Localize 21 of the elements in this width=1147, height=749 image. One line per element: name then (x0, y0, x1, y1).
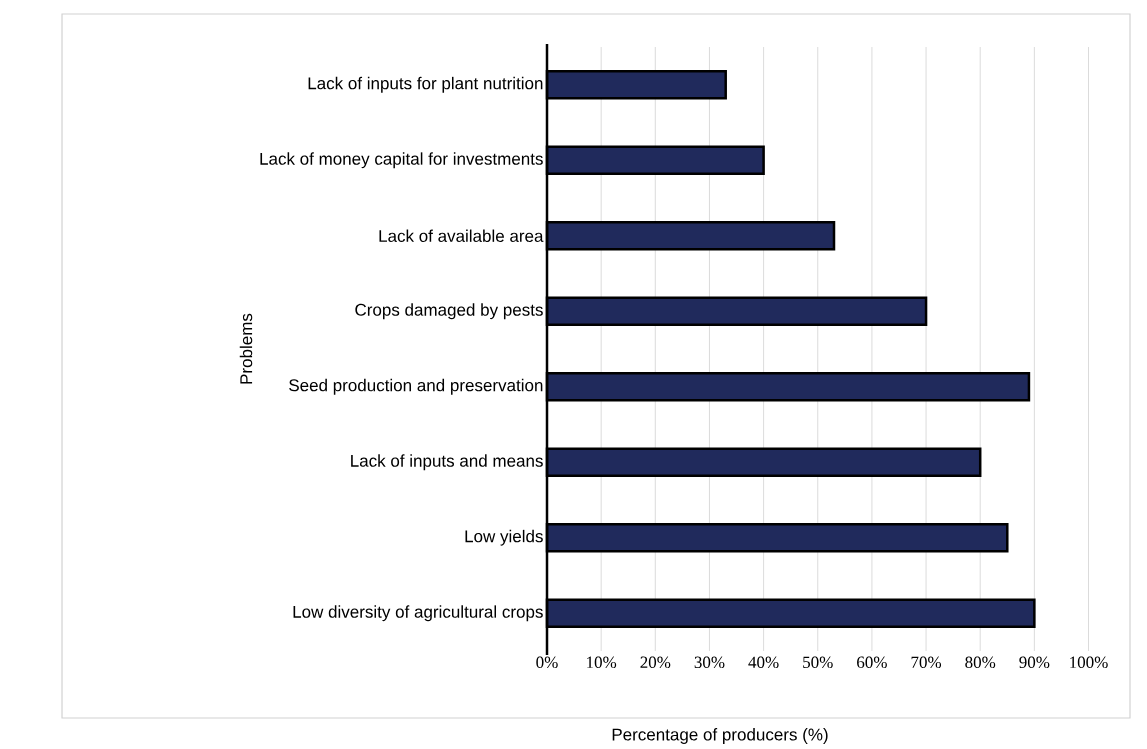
x-tick-label: 20% (640, 656, 671, 669)
x-tick-label: 80% (965, 656, 996, 669)
x-tick-label: 40% (748, 656, 779, 669)
x-tick-label: 100% (1070, 656, 1108, 669)
x-tick-label: 70% (911, 656, 942, 669)
x-tick-label: 50% (803, 656, 833, 669)
y-tick-label: Lack of available area (379, 229, 544, 243)
x-tick-label: 30% (694, 656, 725, 669)
x-tick-label: 0% (536, 656, 558, 669)
y-tick-label: Crops damaged by pests (355, 303, 543, 320)
x-axis-title: Percentage of producers (%) (612, 728, 828, 744)
y-tick-label: Low yields (465, 529, 543, 546)
x-tick-label: 90% (1019, 656, 1050, 669)
y-tick-label: Lack of inputs for plant nutrition (308, 76, 543, 93)
x-tick-label: 10% (587, 656, 617, 669)
x-tick-label: 60% (857, 656, 887, 669)
y-tick-label: Lack of inputs and means (351, 454, 543, 471)
y-tick-label: Low diversity of agricultural crops (293, 605, 543, 622)
y-tick-label: Seed production and preservation (289, 378, 543, 395)
y-tick-label: Lack of money capital for investments (260, 152, 543, 169)
y-axis-title: Problems (239, 313, 253, 384)
